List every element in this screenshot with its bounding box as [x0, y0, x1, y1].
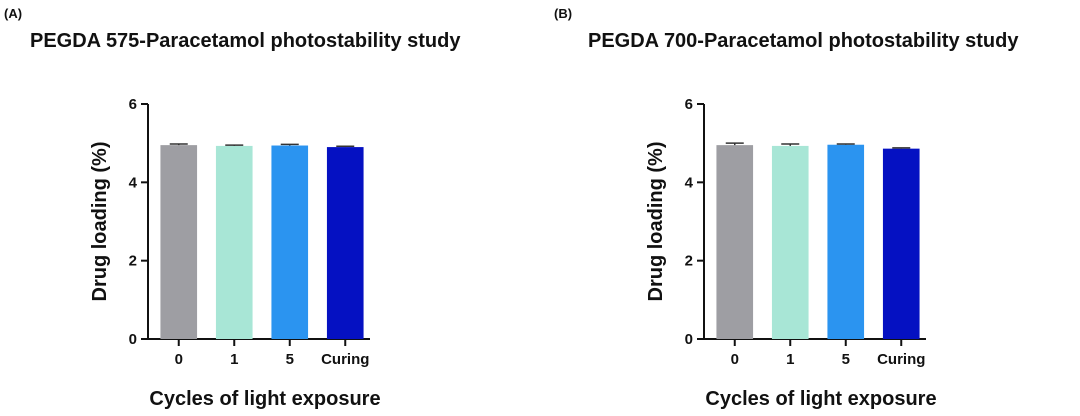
x-tick-label: 1	[230, 351, 238, 368]
x-axis-title: Cycles of light exposure	[149, 388, 380, 410]
chart-title: PEGDA 700-Paracetamol photostability stu…	[588, 30, 1019, 52]
chart-panel-b: (B) PEGDA 700-Paracetamol photostability…	[540, 0, 1080, 416]
y-axis-title: Drug loading (%)	[645, 142, 667, 302]
y-tick-label: 2	[685, 253, 693, 270]
bar-1	[215, 145, 253, 339]
bar-chart: 0 2 4 6 Drug loading (%) 0 1 5 Curing Cycles of l…	[645, 96, 937, 410]
y-tick-label: 6	[129, 96, 137, 113]
chart-title: PEGDA 575-Paracetamol photostability stu…	[30, 30, 461, 52]
panel-label: (A)	[4, 6, 23, 21]
y-tick-label: 4	[685, 174, 694, 191]
y-tick-label: 4	[129, 174, 138, 191]
x-tick-label: 5	[286, 351, 294, 368]
bar-1	[771, 145, 809, 339]
bar-0	[716, 145, 754, 339]
y-tick-label: 6	[685, 96, 693, 113]
x-tick-label: Curing	[877, 351, 925, 368]
x-tick-label: Curing	[321, 351, 369, 368]
y-tick-label: 0	[685, 331, 693, 348]
chart-panel-a: (A) PEGDA 575-Paracetamol photostability…	[4, 6, 461, 410]
bar-5	[271, 145, 309, 339]
bar-5	[827, 144, 865, 339]
bar-0	[160, 145, 198, 339]
bar-curing	[882, 148, 920, 339]
x-tick-label: 0	[175, 351, 183, 368]
bar-curing	[326, 147, 364, 339]
bar-chart: 0 2 4 6 Drug loading (%) 0 1 5 Curing Cycles of l…	[89, 96, 381, 410]
y-tick-label: 2	[129, 253, 137, 270]
x-tick-label: 0	[731, 351, 739, 368]
x-axis-title: Cycles of light exposure	[705, 388, 936, 410]
x-tick-label: 5	[842, 351, 850, 368]
panel-label: (B)	[554, 6, 573, 21]
x-tick-label: 1	[786, 351, 794, 368]
y-tick-label: 0	[129, 331, 137, 348]
y-axis-title: Drug loading (%)	[89, 142, 111, 302]
